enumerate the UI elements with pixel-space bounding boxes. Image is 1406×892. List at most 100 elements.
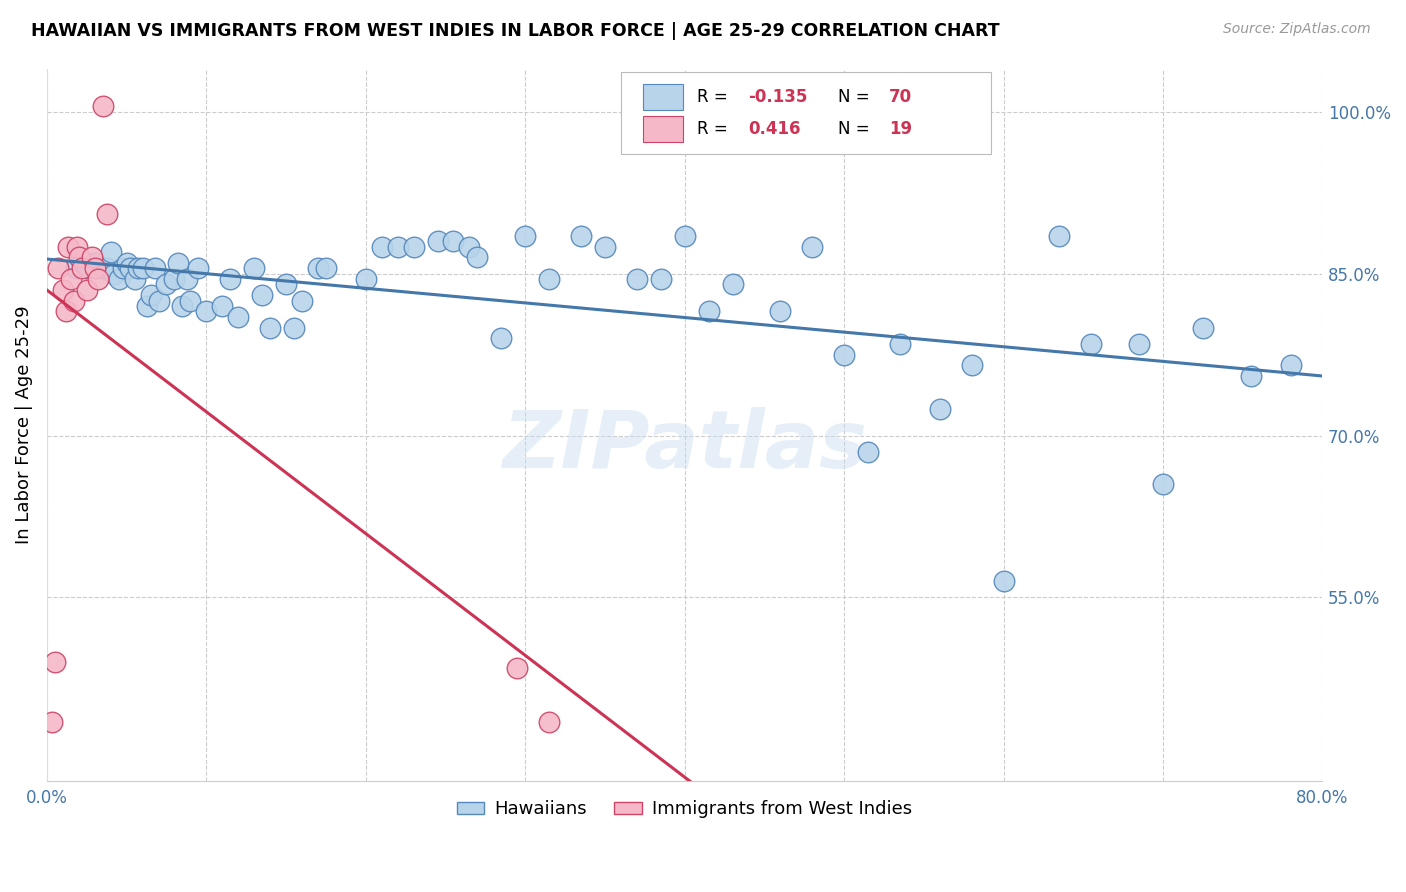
Text: HAWAIIAN VS IMMIGRANTS FROM WEST INDIES IN LABOR FORCE | AGE 25-29 CORRELATION C: HAWAIIAN VS IMMIGRANTS FROM WEST INDIES … — [31, 22, 1000, 40]
Point — [769, 304, 792, 318]
Point — [402, 240, 425, 254]
Y-axis label: In Labor Force | Age 25-29: In Labor Force | Age 25-29 — [15, 305, 32, 544]
Point — [387, 240, 409, 254]
Text: N =: N = — [838, 120, 875, 138]
Point — [63, 293, 86, 308]
Point — [179, 293, 201, 308]
Point — [107, 272, 129, 286]
Point — [91, 99, 114, 113]
Legend: Hawaiians, Immigrants from West Indies: Hawaiians, Immigrants from West Indies — [450, 793, 920, 825]
Point — [354, 272, 377, 286]
Point — [91, 261, 114, 276]
Text: R =: R = — [697, 88, 734, 106]
Text: 19: 19 — [889, 120, 912, 138]
Point — [1152, 477, 1174, 491]
Text: N =: N = — [838, 88, 875, 106]
Point — [76, 261, 98, 276]
Point — [139, 288, 162, 302]
Text: 70: 70 — [889, 88, 912, 106]
Point — [83, 261, 105, 276]
Point — [131, 261, 153, 276]
Point — [274, 277, 297, 292]
Point — [87, 272, 110, 286]
Point — [889, 336, 911, 351]
Point — [593, 240, 616, 254]
Point — [155, 277, 177, 292]
Point — [166, 256, 188, 270]
Point — [283, 320, 305, 334]
Point — [66, 240, 89, 254]
Point — [307, 261, 329, 276]
Point — [1240, 369, 1263, 384]
Point — [76, 283, 98, 297]
Point — [443, 234, 465, 248]
Text: -0.135: -0.135 — [748, 88, 808, 106]
Point — [856, 444, 879, 458]
Point — [124, 272, 146, 286]
Point — [67, 251, 90, 265]
Point — [187, 261, 209, 276]
Point — [70, 261, 93, 276]
Point — [697, 304, 720, 318]
Point — [65, 261, 87, 276]
Point — [163, 272, 186, 286]
Point — [219, 272, 242, 286]
Point — [1047, 228, 1070, 243]
Point — [195, 304, 218, 318]
Point — [243, 261, 266, 276]
Point — [1128, 336, 1150, 351]
Point — [143, 261, 166, 276]
Point — [832, 348, 855, 362]
Point — [96, 261, 118, 276]
Point — [1279, 359, 1302, 373]
Point — [83, 256, 105, 270]
Point — [100, 245, 122, 260]
Point — [928, 401, 950, 416]
Point — [211, 299, 233, 313]
Point — [993, 574, 1015, 589]
Point — [491, 331, 513, 345]
Text: 0.416: 0.416 — [748, 120, 801, 138]
Point — [44, 655, 66, 669]
Text: ZIPatlas: ZIPatlas — [502, 407, 868, 485]
Point — [41, 714, 63, 729]
Point — [538, 272, 561, 286]
Point — [80, 251, 103, 265]
Point — [172, 299, 194, 313]
Point — [226, 310, 249, 324]
Point — [370, 240, 392, 254]
Point — [176, 272, 198, 286]
Point — [52, 283, 75, 297]
Point — [46, 261, 69, 276]
Point — [112, 261, 135, 276]
FancyBboxPatch shape — [643, 116, 683, 142]
Point — [259, 320, 281, 334]
Point — [103, 267, 125, 281]
Text: Source: ZipAtlas.com: Source: ZipAtlas.com — [1223, 22, 1371, 37]
Point — [136, 299, 159, 313]
Point — [569, 228, 592, 243]
Point — [127, 261, 149, 276]
Point — [650, 272, 672, 286]
Point — [506, 660, 529, 674]
Point — [626, 272, 648, 286]
Point — [801, 240, 824, 254]
Point — [56, 240, 79, 254]
Point — [55, 304, 77, 318]
FancyBboxPatch shape — [621, 72, 991, 154]
Point — [426, 234, 449, 248]
Point — [96, 207, 118, 221]
Point — [458, 240, 481, 254]
Point — [515, 228, 537, 243]
Point — [250, 288, 273, 302]
Point — [960, 359, 983, 373]
Point — [315, 261, 337, 276]
Point — [1192, 320, 1215, 334]
Point — [673, 228, 696, 243]
Point — [291, 293, 314, 308]
Point — [467, 251, 489, 265]
Point — [59, 272, 82, 286]
Point — [538, 714, 561, 729]
Point — [1080, 336, 1102, 351]
Text: R =: R = — [697, 120, 734, 138]
